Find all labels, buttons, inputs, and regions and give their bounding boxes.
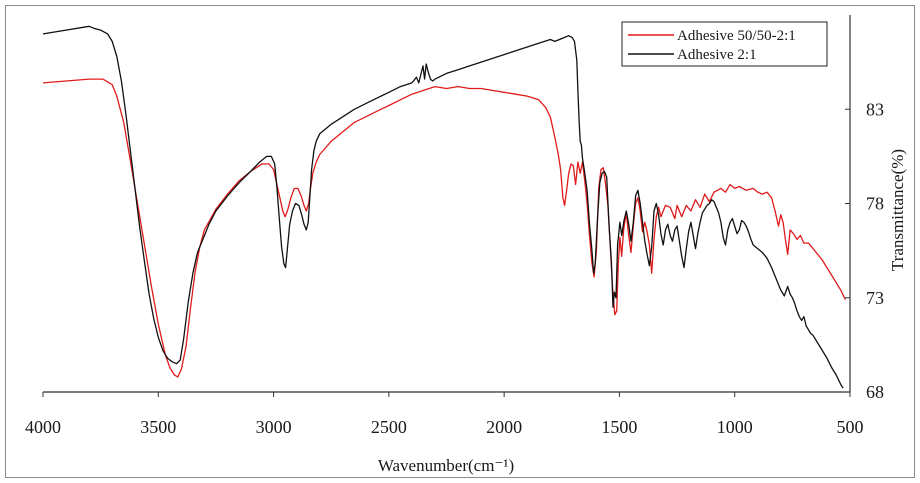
figure-frame bbox=[5, 5, 915, 478]
plot-area bbox=[42, 25, 846, 389]
legend-box bbox=[621, 21, 828, 67]
axes bbox=[43, 15, 851, 393]
x-tick-label-3500: 3500 bbox=[140, 417, 176, 437]
x-tick-label-3000: 3000 bbox=[256, 417, 292, 437]
legend: Adhesive 50/50-2:1 Adhesive 2:1 bbox=[621, 21, 828, 67]
y-ticks: 68 73 78 83 bbox=[845, 99, 884, 402]
legend-label-adhesive-2-1: Adhesive 2:1 bbox=[677, 47, 757, 63]
legend-label-adhesive-50-50: Adhesive 50/50-2:1 bbox=[677, 28, 796, 44]
y-axis-label: Transmittance(%) bbox=[888, 149, 907, 271]
x-tick-label-2000: 2000 bbox=[486, 417, 522, 437]
y-tick-label-68: 68 bbox=[866, 382, 884, 402]
x-tick-label-4000: 4000 bbox=[25, 417, 61, 437]
y-tick-label-73: 73 bbox=[866, 288, 884, 308]
x-tick-label-1000: 1000 bbox=[717, 417, 753, 437]
x-tick-label-2500: 2500 bbox=[371, 417, 407, 437]
x-tick-label-1500: 1500 bbox=[601, 417, 637, 437]
y-tick-label-78: 78 bbox=[866, 194, 884, 214]
x-ticks: 4000 3500 3000 2500 2000 1500 1000 500 bbox=[25, 392, 864, 437]
y-tick-label-83: 83 bbox=[866, 99, 884, 119]
series-line-adhesive-50-50 bbox=[42, 78, 846, 378]
series-line-adhesive-2-1 bbox=[42, 25, 844, 389]
x-axis-label: Wavenumber(cm⁻¹) bbox=[378, 456, 514, 475]
x-tick-label-500: 500 bbox=[837, 417, 864, 437]
